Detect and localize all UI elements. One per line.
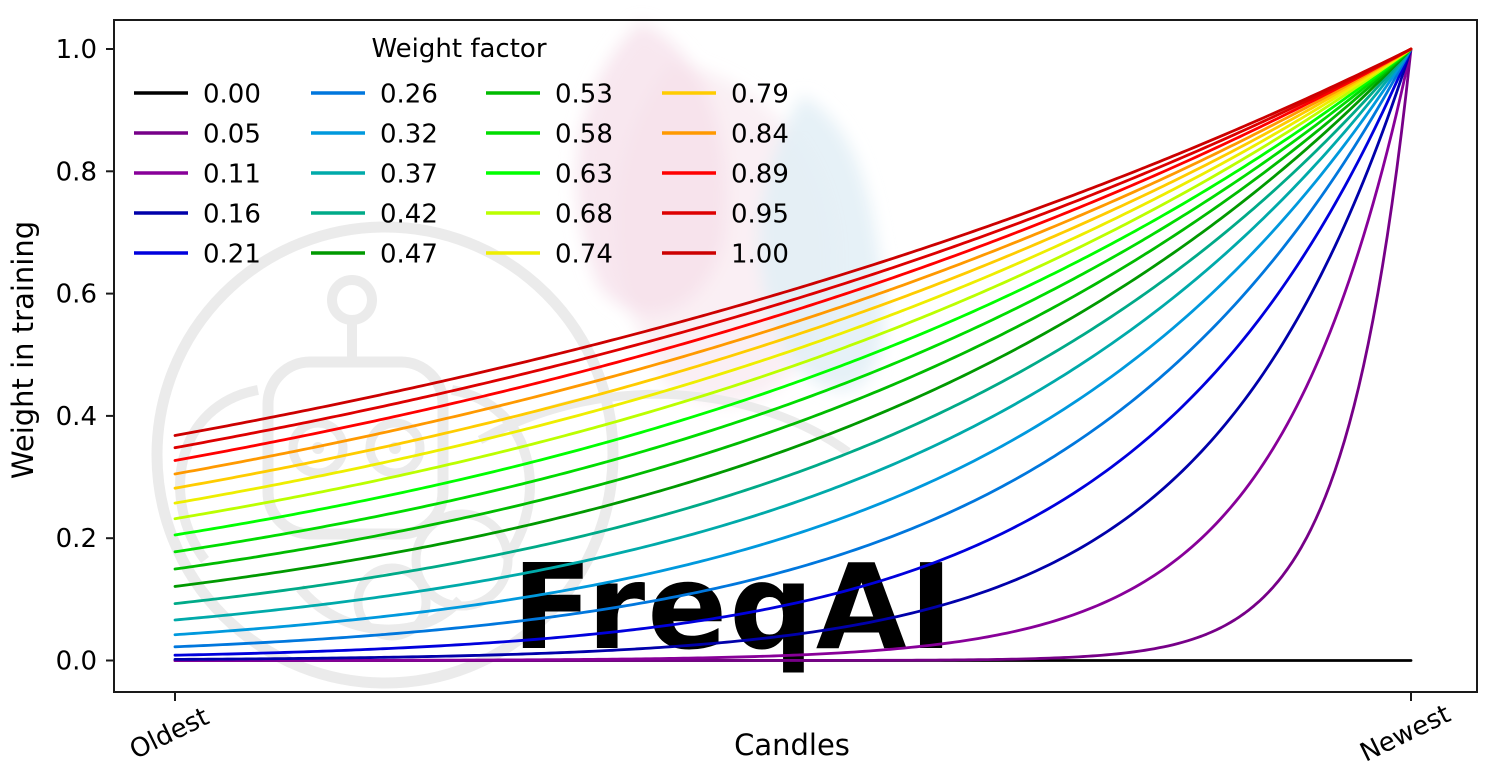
curve-wf-0.53 xyxy=(173,47,1413,571)
y-tick-label: 0.8 xyxy=(56,157,97,187)
curve-wf-0.32 xyxy=(173,47,1413,637)
legend-entry-0.05: 0.05 xyxy=(134,120,261,150)
y-axis-ticks: 0.0 0.2 0.4 0.6 0.8 1.0 xyxy=(56,35,114,677)
legend-entry-0.00: 0.00 xyxy=(134,80,261,110)
freqai-logo-shape xyxy=(411,509,513,611)
legend-label-0.63: 0.63 xyxy=(555,160,613,190)
curve-wf-0.26 xyxy=(173,47,1413,649)
y-axis-title: Weight in training xyxy=(6,221,40,479)
curve-wf-0.84 xyxy=(173,47,1413,476)
y-tick-label: 0.2 xyxy=(56,524,97,554)
freqai-logo-shape xyxy=(365,418,425,478)
legend-label-0.89: 0.89 xyxy=(731,160,789,190)
legend-entry-0.74: 0.74 xyxy=(486,240,613,270)
plot-border xyxy=(113,19,1478,693)
legend-entry-0.79: 0.79 xyxy=(662,80,789,110)
curve-wf-0.16 xyxy=(173,47,1413,661)
legend-label-0.95: 0.95 xyxy=(731,200,789,230)
freqai-logo-shape xyxy=(288,418,348,478)
legend-label-0.42: 0.42 xyxy=(380,200,438,230)
legend-label-0.21: 0.21 xyxy=(203,240,261,270)
y-tick-label: 1.0 xyxy=(56,35,97,65)
legend: Weight factor 0.000.050.110.160.210.260.… xyxy=(134,34,789,270)
legend-label-0.00: 0.00 xyxy=(203,80,261,110)
legend-entry-0.11: 0.11 xyxy=(134,160,261,190)
legend-entry-1.00: 1.00 xyxy=(662,240,789,270)
legend-label-0.16: 0.16 xyxy=(203,200,261,230)
legend-entry-0.16: 0.16 xyxy=(134,200,261,230)
legend-label-0.05: 0.05 xyxy=(203,120,261,150)
legend-entry-0.42: 0.42 xyxy=(311,200,438,230)
curve-wf-0.11 xyxy=(173,47,1413,662)
curve-wf-0.79 xyxy=(173,47,1413,490)
legend-label-1.00: 1.00 xyxy=(731,240,789,270)
legend-label-0.47: 0.47 xyxy=(380,240,438,270)
curve-wf-0.47 xyxy=(173,47,1413,588)
y-tick-label: 0.4 xyxy=(56,402,97,432)
curve-wf-0.42 xyxy=(173,47,1413,606)
series-curves xyxy=(173,47,1413,662)
legend-label-0.68: 0.68 xyxy=(555,200,613,230)
freqai-logo-shape xyxy=(353,563,431,641)
legend-entry-0.26: 0.26 xyxy=(311,80,438,110)
legend-entry-0.32: 0.32 xyxy=(311,120,438,150)
curve-wf-0.37 xyxy=(173,47,1413,622)
legend-entry-0.84: 0.84 xyxy=(662,120,789,150)
freqai-logo-shape xyxy=(151,221,619,689)
x-tick-label-oldest: Oldest xyxy=(125,702,214,766)
curve-wf-0.58 xyxy=(173,47,1413,554)
legend-title: Weight factor xyxy=(371,34,546,64)
curve-wf-1.00 xyxy=(173,47,1413,437)
x-axis-title: Candles xyxy=(734,728,850,762)
y-tick-label: 0.0 xyxy=(56,647,97,677)
curve-wf-0.89 xyxy=(173,47,1413,462)
legend-entry-0.53: 0.53 xyxy=(486,80,613,110)
legend-entry-0.89: 0.89 xyxy=(662,160,789,190)
legend-entries: 0.00 0.05 0.11 0.16 0.21 0.26 0.32 0.37 0.42 0.47… xyxy=(134,80,789,270)
legend-entry-0.68: 0.68 xyxy=(486,200,613,230)
legend-entry-0.58: 0.58 xyxy=(486,120,613,150)
legend-label-0.32: 0.32 xyxy=(380,120,438,150)
freqai-logo-shape xyxy=(327,275,377,325)
legend-label-0.58: 0.58 xyxy=(555,120,613,150)
legend-entry-0.95: 0.95 xyxy=(662,200,789,230)
freqai-logo-shape xyxy=(451,385,535,563)
freqai-logo-shape xyxy=(477,389,851,456)
curve-wf-0.95 xyxy=(173,47,1413,450)
legend-label-0.74: 0.74 xyxy=(555,240,613,270)
curve-wf-0.63 xyxy=(173,47,1413,537)
curve-wf-0.21 xyxy=(173,47,1413,657)
x-tick-label-newest: Newest xyxy=(1356,699,1456,768)
legend-label-0.26: 0.26 xyxy=(380,80,438,110)
legend-label-0.79: 0.79 xyxy=(731,80,789,110)
legend-entry-0.37: 0.37 xyxy=(311,160,438,190)
legend-label-0.37: 0.37 xyxy=(380,160,438,190)
legend-label-0.53: 0.53 xyxy=(555,80,613,110)
legend-label-0.84: 0.84 xyxy=(731,120,789,150)
legend-entry-0.21: 0.21 xyxy=(134,240,261,270)
legend-label-0.11: 0.11 xyxy=(203,160,261,190)
legend-entry-0.47: 0.47 xyxy=(311,240,438,270)
watermark-petals xyxy=(576,22,885,406)
y-tick-label: 0.6 xyxy=(56,280,97,310)
curve-wf-0.74 xyxy=(173,47,1413,505)
freqai-watermark-text: FreqAI xyxy=(512,538,955,676)
legend-entry-0.63: 0.63 xyxy=(486,160,613,190)
curve-wf-0.68 xyxy=(173,47,1413,521)
